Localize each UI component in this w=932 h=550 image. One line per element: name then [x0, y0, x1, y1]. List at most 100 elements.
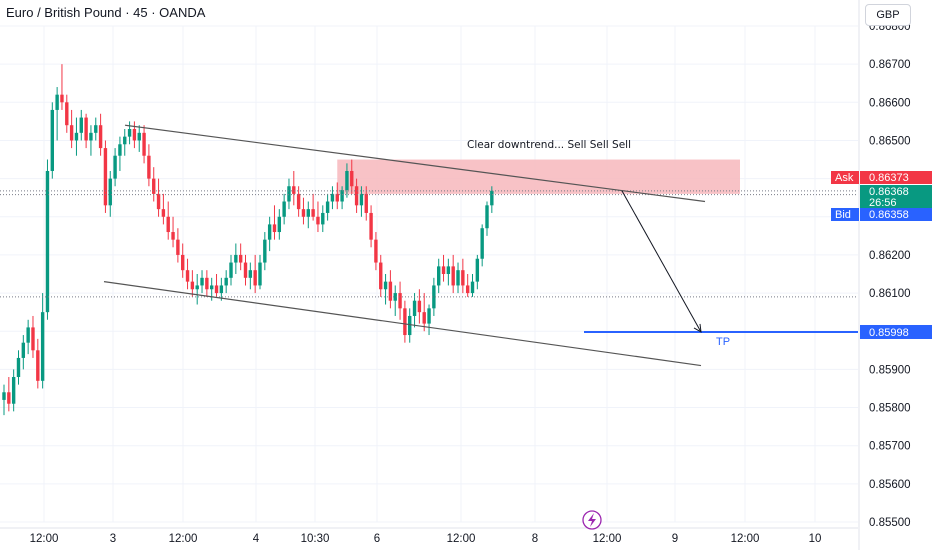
candle-body	[40, 312, 45, 381]
bar-countdown: 26:56	[869, 197, 897, 209]
candle-body	[417, 300, 422, 313]
candle-body	[123, 136, 127, 145]
time-tick-label: 10:30	[301, 533, 330, 545]
candle-body	[190, 281, 195, 290]
candle-body	[446, 266, 451, 274]
candle-body	[345, 170, 349, 191]
candle-body	[258, 262, 262, 286]
candle-body	[490, 190, 494, 206]
candle-body	[79, 117, 83, 133]
candle-body	[16, 357, 21, 378]
price-axis[interactable]: 0.868000.867000.866000.865000.864000.863…	[858, 0, 911, 550]
time-tick-label: 9	[672, 533, 678, 545]
last-price-bg	[860, 185, 932, 208]
price-tick-label: 0.85900	[869, 364, 911, 376]
drawings[interactable]	[0, 124, 858, 367]
time-tick-label: 10	[809, 533, 822, 545]
price-tick-label: 0.85600	[869, 479, 911, 491]
candle-body	[432, 285, 436, 309]
ask-price-bg	[860, 171, 932, 184]
candle-body	[412, 300, 417, 316]
candle-body	[55, 94, 59, 110]
candle-body	[60, 94, 64, 103]
bid-price: 0.86358	[869, 209, 909, 221]
candle-body	[243, 262, 248, 278]
price-tick-label: 0.86600	[869, 97, 911, 109]
candle-body	[50, 109, 54, 171]
candle-body	[214, 285, 219, 294]
resistance-zone[interactable]	[337, 159, 740, 194]
candle-body	[229, 262, 233, 278]
projection-arrow-head	[693, 323, 702, 333]
tp-label[interactable]: TP	[716, 336, 730, 348]
candle-body	[369, 212, 373, 240]
time-tick-label: 12:00	[593, 533, 622, 545]
currency-button[interactable]: GBP	[865, 4, 911, 26]
channel-upper-line	[124, 124, 706, 203]
candle-body	[21, 342, 26, 358]
candle-body	[301, 209, 306, 217]
channel-lower-line	[103, 281, 702, 367]
candle-body	[142, 132, 146, 156]
candle-body	[132, 129, 137, 141]
candle-body	[485, 205, 489, 229]
candle-body	[94, 125, 98, 133]
candle-body	[152, 178, 156, 194]
candle-body	[441, 266, 446, 274]
candle-body	[393, 293, 397, 301]
candle-body	[475, 258, 480, 282]
candle-body	[408, 315, 412, 336]
candle-body	[306, 209, 310, 217]
candle-body	[238, 254, 243, 263]
candle-body	[470, 281, 475, 294]
candle-body	[277, 216, 282, 233]
candle-body	[359, 193, 364, 206]
time-tick-label: 3	[110, 533, 116, 545]
candle-body	[98, 125, 103, 149]
price-tick-label: 0.86700	[869, 59, 911, 71]
annotation-note[interactable]: Clear downtrend... Sell Sell Sell	[467, 139, 631, 151]
candle-body	[364, 193, 368, 213]
candle-body	[316, 216, 320, 225]
candle-body	[127, 129, 132, 137]
candle-body	[383, 281, 388, 290]
candle-body	[137, 132, 141, 141]
candle-body	[248, 270, 253, 278]
candle-body	[89, 132, 93, 141]
time-tick-label: 12:00	[447, 533, 476, 545]
price-tick-label: 0.85700	[869, 441, 911, 453]
candle-body	[263, 239, 267, 263]
candle-body	[113, 155, 117, 179]
candle-body	[456, 270, 460, 286]
price-tick-label: 0.85800	[869, 403, 911, 415]
lightning-icon	[588, 513, 596, 527]
time-tick-label: 12:00	[731, 533, 760, 545]
candle-body	[74, 132, 79, 141]
candle-body	[156, 193, 161, 210]
candle-body	[292, 186, 296, 194]
candle-body	[427, 308, 431, 324]
candle-body	[354, 186, 359, 206]
ask-label: Ask	[835, 172, 854, 184]
candle-body	[330, 193, 335, 202]
bid-label: Bid	[835, 209, 851, 221]
candle-body	[480, 228, 484, 259]
events-marker[interactable]	[582, 510, 602, 530]
time-axis[interactable]: 12:00 3 12:00 4 10:30 6 12:00 8 12:00 9 12:00 10	[30, 533, 822, 545]
ask-label-bg	[831, 171, 859, 184]
candle-body	[147, 155, 151, 179]
candle-body	[45, 170, 50, 313]
candle-body	[374, 239, 378, 263]
time-tick-label: 12:00	[30, 533, 59, 545]
candle-body	[350, 170, 354, 187]
candle-body	[195, 285, 199, 290]
price-tick-label: 0.86500	[869, 135, 911, 147]
candle-body	[26, 327, 30, 343]
candles	[2, 64, 494, 416]
tp-price: 0.85998	[869, 327, 909, 339]
ask-price: 0.86373	[869, 172, 909, 184]
bid-price-bg	[860, 208, 932, 221]
candle-body	[224, 277, 228, 286]
